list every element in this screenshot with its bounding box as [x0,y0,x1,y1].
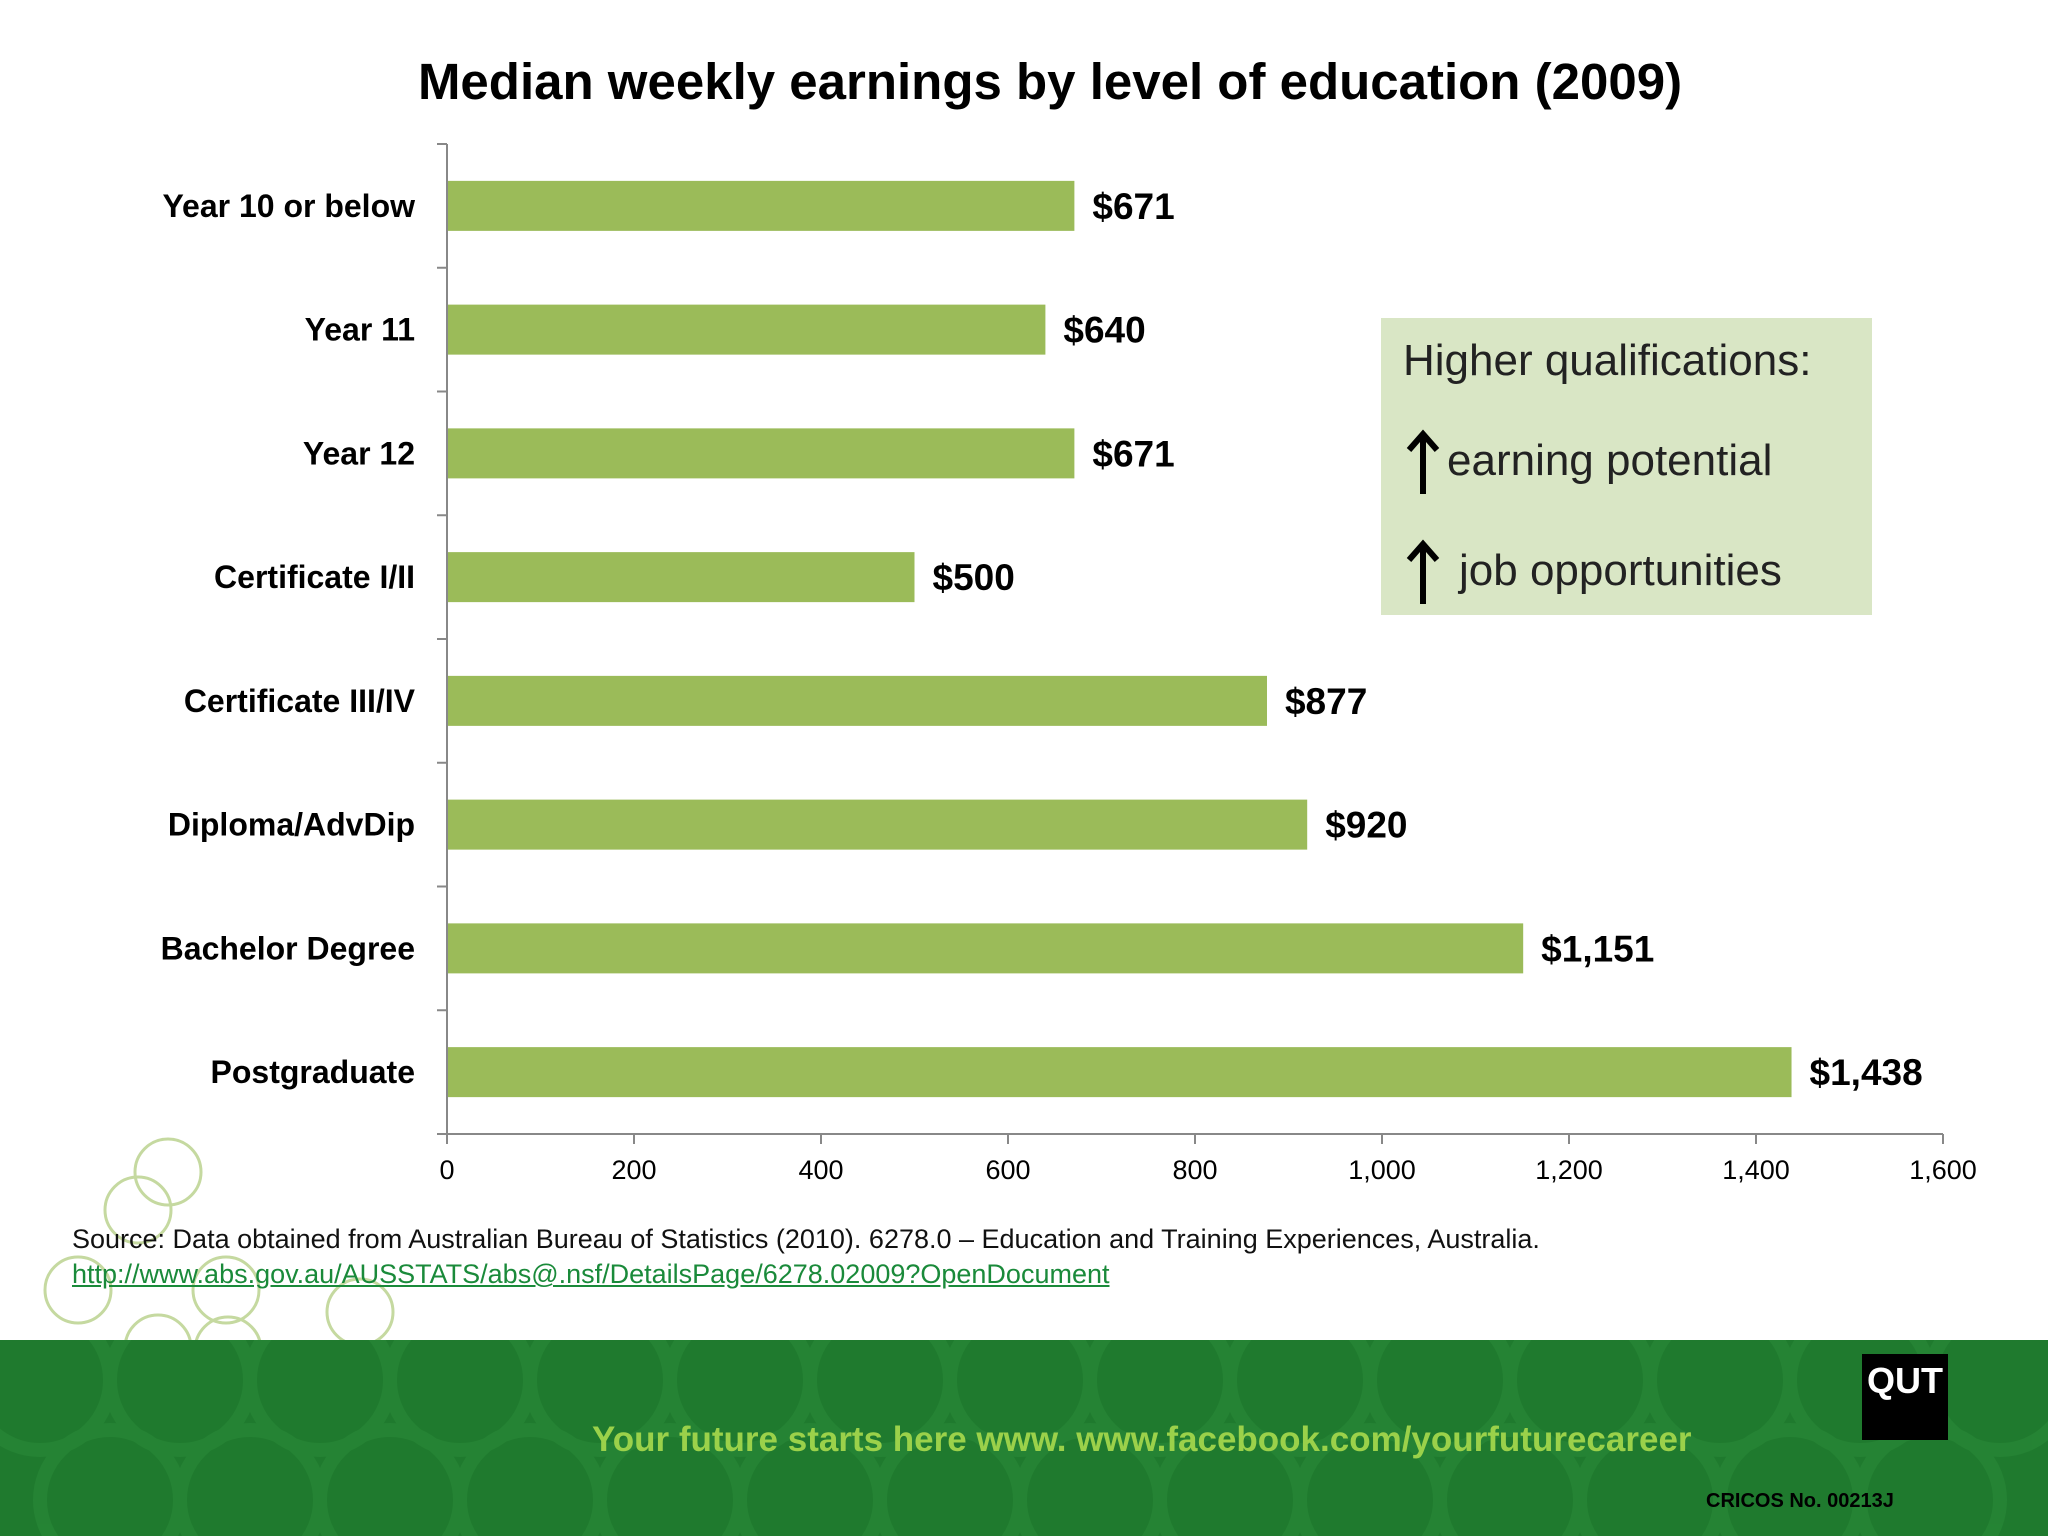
callout-earning-text: earning potential [1447,436,1773,485]
x-tick-label: 1,000 [1348,1155,1416,1185]
source-note: Source: Data obtained from Australian Bu… [72,1222,1540,1292]
bar [448,428,1075,479]
category-label: Year 10 or below [162,188,415,224]
x-tick-label: 600 [985,1155,1030,1185]
cricos-number: CRICOS No. 00213J [1706,1490,1894,1512]
category-label: Certificate III/IV [184,683,416,719]
value-label: $920 [1325,805,1407,846]
value-label: $671 [1092,433,1174,474]
category-label: Diploma/AdvDip [168,807,415,843]
chart-title: Median weekly earnings by level of educa… [417,53,1683,110]
source-text: Source: Data obtained from Australian Bu… [72,1224,1540,1254]
bar [448,923,1524,974]
footer-tagline[interactable]: Your future starts here www. www.faceboo… [592,1420,1692,1459]
category-label: Postgraduate [211,1054,415,1090]
value-label: $671 [1092,186,1174,227]
x-tick-label: 1,600 [1909,1155,1977,1185]
footer-pattern [0,1340,2048,1536]
up-arrow-icon [1406,429,1440,494]
callout-line-earning: earning potential [1403,428,1850,494]
x-tick-label: 800 [1172,1155,1217,1185]
bar [448,304,1046,355]
bar [448,675,1267,726]
bar-chart: 0 200 400 600 800 1,000 1,200 1,400 1,600 Year 10… [161,143,1977,1185]
bar [448,1047,1792,1098]
x-tick-label: 1,200 [1535,1155,1603,1185]
callout-line-jobs: job opportunities [1403,538,1850,604]
value-label: $877 [1285,681,1367,722]
source-link[interactable]: http://www.abs.gov.au/AUSSTATS/abs@.nsf/… [72,1259,1110,1289]
value-label: $1,438 [1810,1052,1923,1093]
callout-box: Higher qualifications: earning potential… [1381,318,1872,615]
x-tick-label: 200 [611,1155,656,1185]
value-label: $500 [933,557,1015,598]
up-arrow-icon [1406,539,1440,604]
bar [448,180,1075,231]
x-tick-label: 1,400 [1722,1155,1790,1185]
category-label: Year 12 [303,435,415,471]
callout-heading: Higher qualifications: [1403,336,1812,385]
category-label: Bachelor Degree [161,930,415,966]
value-label: $640 [1063,310,1145,351]
x-tick-label: 0 [439,1155,454,1185]
x-tick-label: 400 [798,1155,843,1185]
category-label: Certificate I/II [214,559,415,595]
footer-banner: Your future starts here www. www.faceboo… [0,1340,2048,1536]
category-label: Year 11 [305,312,415,348]
callout-jobs-text: job opportunities [1459,546,1782,595]
bar [448,799,1308,850]
value-label: $1,151 [1541,928,1654,969]
bar [448,552,915,603]
qut-logo: QUT [1862,1354,1948,1440]
